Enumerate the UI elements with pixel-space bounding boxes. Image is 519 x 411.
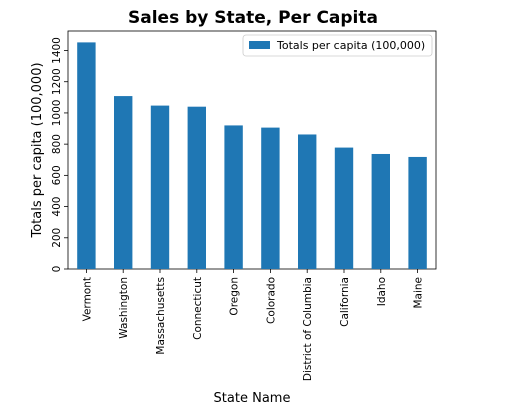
- y-tick-label: 400: [51, 197, 63, 217]
- bar-vermont: [77, 42, 96, 269]
- chart-title: Sales by State, Per Capita: [128, 8, 378, 28]
- bar-district-of-columbia: [298, 134, 317, 269]
- bar-oregon: [224, 125, 243, 269]
- bar-massachusetts: [150, 105, 170, 270]
- x-tick-label: Massachusetts: [155, 277, 167, 355]
- x-tick-label: Vermont: [81, 277, 93, 321]
- x-tick-label: Idaho: [376, 277, 388, 306]
- bar-idaho: [371, 153, 390, 269]
- x-tick-label: Maine: [413, 277, 425, 309]
- bar-connecticut: [187, 106, 206, 269]
- bar-washington: [114, 96, 133, 269]
- y-tick-label: 800: [51, 134, 63, 154]
- x-tick-label: Connecticut: [192, 277, 204, 340]
- y-tick-label: 200: [51, 228, 63, 248]
- x-axis-label: State Name: [214, 391, 291, 406]
- bar-california: [334, 147, 354, 269]
- x-tick-label: Colorado: [265, 277, 277, 324]
- x-tick-label: District of Columbia: [302, 277, 314, 381]
- legend-label: Totals per capita (100,000): [276, 39, 425, 52]
- legend-swatch: [249, 41, 270, 49]
- bars-group: [77, 42, 427, 270]
- y-tick-label: 1000: [51, 100, 63, 127]
- y-tick-label: 1400: [51, 37, 63, 64]
- bar-maine: [408, 156, 427, 269]
- y-tick-label: 0: [51, 266, 63, 273]
- x-tick-label: Oregon: [229, 277, 241, 316]
- y-axis-label: Totals per capita (100,000): [30, 62, 45, 238]
- bar-colorado: [261, 127, 280, 270]
- legend: Totals per capita (100,000): [242, 34, 433, 57]
- x-axis: Vermont Washington Massachusetts Connecticu…: [81, 269, 425, 381]
- x-tick-label: California: [339, 277, 351, 327]
- y-tick-label: 1200: [51, 68, 63, 95]
- y-tick-label: 600: [51, 165, 63, 185]
- y-axis: 0 200 400 600 800 1000 1200 1400: [51, 37, 68, 272]
- x-tick-label: Washington: [118, 277, 130, 339]
- legend-box: [242, 34, 433, 57]
